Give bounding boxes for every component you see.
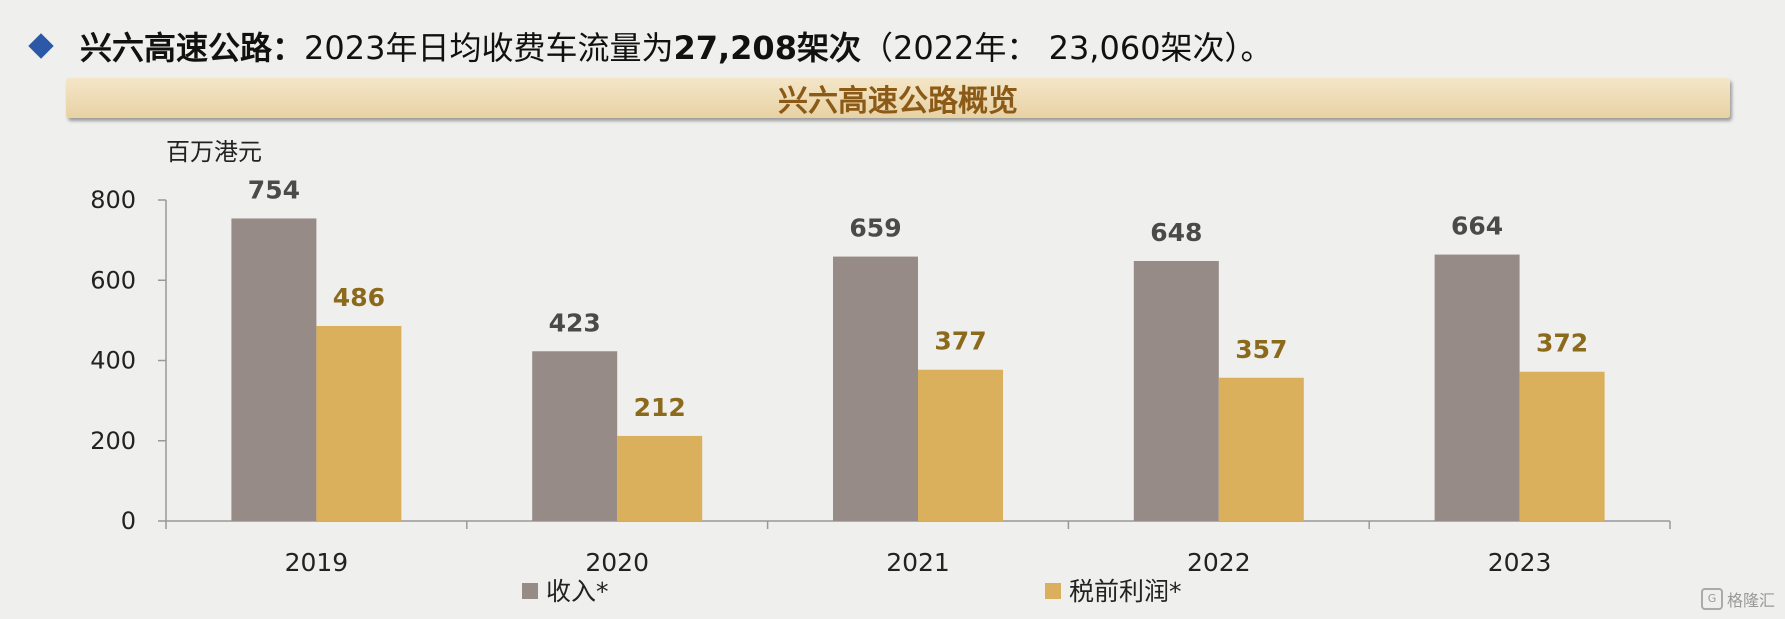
watermark-logo-icon: G	[1700, 588, 1723, 610]
headline-text-prefix: 2023年日均收费车流量为	[304, 29, 674, 67]
x-category-label: 2020	[585, 548, 649, 577]
bar-profit	[1519, 371, 1605, 521]
bar-profit	[316, 325, 402, 521]
data-label: 486	[333, 283, 385, 312]
data-label: 357	[1235, 335, 1287, 364]
legend-swatch	[522, 583, 538, 599]
legend-swatch	[1045, 583, 1061, 599]
watermark: G 格隆汇	[1700, 587, 1775, 611]
y-tick-label: 0	[121, 507, 136, 535]
headline: 兴六高速公路： 2023年日均收费车流量为 27,208架次 （2022年： 2…	[22, 18, 1273, 74]
x-category-label: 2019	[285, 548, 349, 577]
data-label: 377	[934, 327, 986, 356]
data-label: 754	[248, 175, 300, 204]
headline-text-suffix: （2022年： 23,060架次）。	[860, 29, 1273, 67]
y-tick-label: 600	[90, 266, 136, 294]
data-label: 372	[1536, 329, 1588, 358]
bar-profit	[918, 369, 1003, 521]
legend-label: 收入*	[546, 577, 609, 606]
y-tick-label: 200	[90, 427, 136, 455]
bar-revenue	[1434, 254, 1520, 521]
banner-title: 兴六高速公路概览	[778, 84, 1018, 119]
y-tick-label: 800	[90, 186, 136, 214]
headline-highlight: 27,208架次	[673, 29, 861, 67]
bar-revenue	[1133, 260, 1219, 521]
y-axis-unit-label: 百万港元	[166, 138, 262, 166]
data-label: 423	[549, 308, 601, 337]
x-category-label: 2021	[886, 548, 950, 577]
data-label: 659	[849, 214, 901, 243]
data-label: 648	[1150, 218, 1202, 247]
bar-profit	[1218, 377, 1304, 521]
headline-title: 兴六高速公路：	[80, 29, 305, 67]
x-category-label: 2022	[1187, 548, 1251, 577]
data-label: 212	[634, 393, 686, 422]
bar-revenue	[532, 351, 618, 521]
watermark-text: 格隆汇	[1726, 591, 1775, 610]
y-tick-label: 400	[90, 347, 136, 375]
bar-revenue	[231, 218, 317, 521]
bar-revenue	[833, 256, 918, 521]
legend-label: 税前利润*	[1069, 577, 1182, 606]
data-label: 664	[1451, 212, 1503, 241]
bar-profit	[617, 435, 703, 521]
banner: 兴六高速公路概览	[66, 78, 1730, 119]
x-category-label: 2023	[1488, 548, 1552, 577]
